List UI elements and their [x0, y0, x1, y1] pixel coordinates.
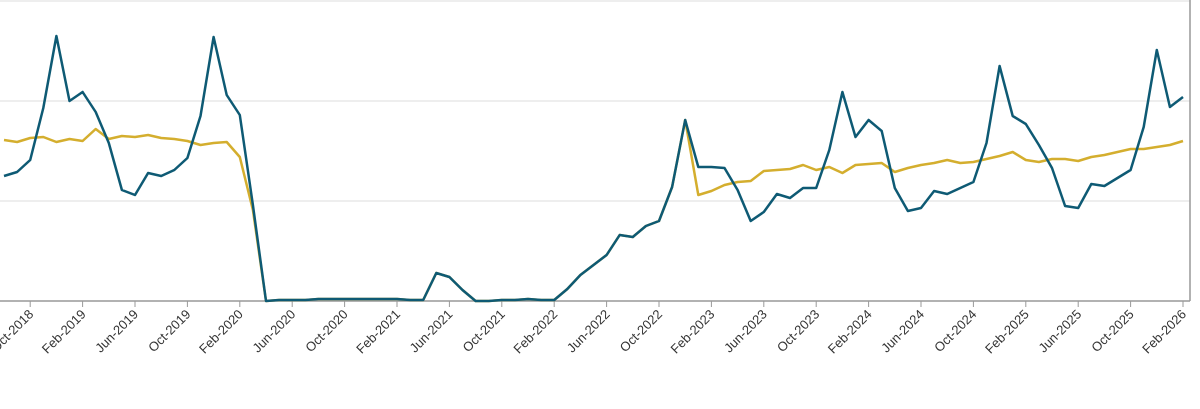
x-tick-label: Oct-2025 [1088, 307, 1136, 355]
x-tick-label: Jun-2022 [564, 307, 613, 356]
x-tick-label: Oct-2020 [302, 307, 350, 355]
x-tick-label: Feb-2022 [510, 307, 560, 357]
x-tick-label: Oct-2023 [774, 307, 822, 355]
x-tick-label: Feb-2020 [196, 307, 246, 357]
x-tick-label: Oct-2019 [145, 307, 193, 355]
x-tick-label: Jun-2024 [878, 307, 927, 356]
x-tick-label: Feb-2024 [825, 307, 875, 357]
x-tick-label: Feb-2026 [1139, 307, 1189, 357]
x-tick-label: Oct-2018 [0, 307, 36, 355]
x-tick-label: Jun-2023 [721, 307, 770, 356]
x-tick-label: Oct-2022 [617, 307, 665, 355]
series-line [3, 118, 1184, 303]
x-tick-label: Jun-2019 [92, 307, 141, 356]
x-tick-label: Feb-2019 [39, 307, 89, 357]
x-tick-label: Jun-2021 [407, 307, 456, 356]
x-tick-label: Feb-2023 [668, 307, 718, 357]
x-tick-label: Feb-2025 [982, 307, 1032, 357]
x-tick-label: Feb-2021 [353, 307, 403, 357]
x-tick-label: Jun-2025 [1035, 307, 1084, 356]
x-tick-label: Oct-2021 [459, 307, 507, 355]
x-tick-label: Oct-2024 [931, 307, 979, 355]
x-tick-label: Jun-2020 [249, 307, 298, 356]
series-line [3, 34, 1184, 303]
